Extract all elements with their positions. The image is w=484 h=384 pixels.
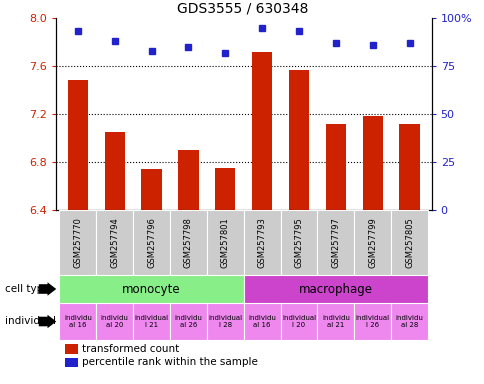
Text: individu
al 26: individu al 26 <box>174 315 202 328</box>
Text: GSM257799: GSM257799 <box>367 217 377 268</box>
Bar <box>353 303 390 340</box>
Bar <box>170 303 207 340</box>
Text: individu
al 16: individu al 16 <box>64 315 91 328</box>
Bar <box>96 303 133 340</box>
Text: individual
l 28: individual l 28 <box>208 315 242 328</box>
Bar <box>60 303 96 340</box>
Text: GSM257793: GSM257793 <box>257 217 266 268</box>
Bar <box>353 210 390 275</box>
Text: individual
l 20: individual l 20 <box>281 315 316 328</box>
Text: transformed count: transformed count <box>82 344 180 354</box>
Text: GSM257801: GSM257801 <box>220 217 229 268</box>
Text: individual: individual <box>5 316 56 326</box>
Bar <box>362 116 382 210</box>
Text: GDS3555 / 630348: GDS3555 / 630348 <box>177 2 307 16</box>
Text: GSM257798: GSM257798 <box>183 217 193 268</box>
Text: GSM257795: GSM257795 <box>294 217 303 268</box>
Bar <box>215 168 235 210</box>
Text: individu
al 28: individu al 28 <box>395 315 423 328</box>
Bar <box>170 210 207 275</box>
Text: GSM257770: GSM257770 <box>73 217 82 268</box>
Bar <box>288 70 308 210</box>
Text: individu
al 20: individu al 20 <box>101 315 128 328</box>
Bar <box>141 169 161 210</box>
Bar <box>399 124 419 210</box>
Text: GSM257805: GSM257805 <box>404 217 413 268</box>
Text: individu
al 16: individu al 16 <box>248 315 275 328</box>
Text: cell type: cell type <box>5 284 49 294</box>
Bar <box>280 303 317 340</box>
Bar <box>178 150 198 210</box>
Bar <box>60 210 96 275</box>
Bar <box>96 210 133 275</box>
Bar <box>68 80 88 210</box>
Bar <box>243 210 280 275</box>
Bar <box>207 303 243 340</box>
Bar <box>105 132 124 210</box>
Bar <box>252 51 272 210</box>
Text: macrophage: macrophage <box>298 283 372 296</box>
Bar <box>207 210 243 275</box>
Bar <box>317 303 353 340</box>
Bar <box>280 210 317 275</box>
Bar <box>243 303 280 340</box>
Bar <box>243 275 427 303</box>
Bar <box>390 210 427 275</box>
Bar <box>133 303 170 340</box>
Text: GSM257794: GSM257794 <box>110 217 119 268</box>
Text: GSM257796: GSM257796 <box>147 217 156 268</box>
Bar <box>317 210 353 275</box>
Bar <box>325 124 345 210</box>
Bar <box>390 303 427 340</box>
Bar <box>60 275 243 303</box>
Text: monocyte: monocyte <box>122 283 181 296</box>
Text: individu
al 21: individu al 21 <box>321 315 349 328</box>
Text: individual
l 21: individual l 21 <box>134 315 168 328</box>
Text: percentile rank within the sample: percentile rank within the sample <box>82 357 258 367</box>
Bar <box>133 210 170 275</box>
Text: individual
l 26: individual l 26 <box>355 315 389 328</box>
Text: GSM257797: GSM257797 <box>331 217 340 268</box>
